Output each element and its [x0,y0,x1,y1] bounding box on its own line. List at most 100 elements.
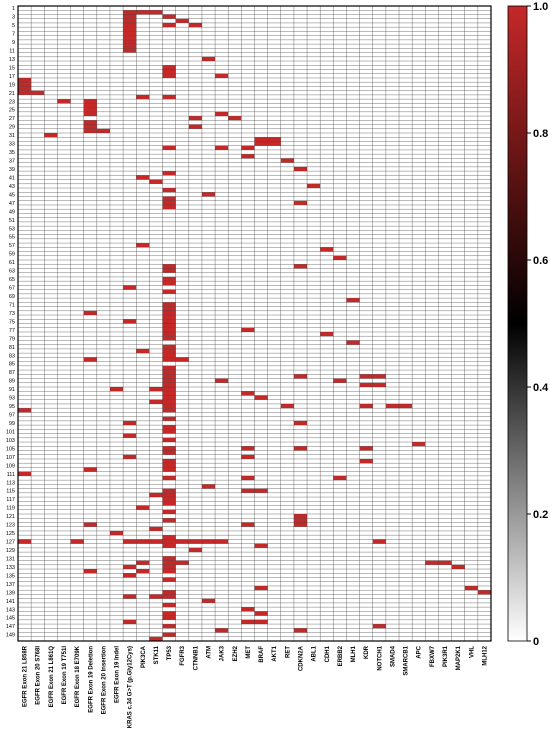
row-tick-label: 23 [9,99,15,105]
heatmap-cell-142-12 [162,602,176,608]
heatmap-cell-127-11 [149,539,163,544]
row-tick-label: 13 [9,57,15,63]
row-tick-label: 7 [12,32,15,38]
heatmap-cell-92-12 [162,391,176,396]
row-tick-label: 31 [9,133,15,139]
heatmap-cell-75-12 [162,319,176,324]
heatmap-cell-81-12 [162,344,176,349]
row-tick-label: 107 [6,455,15,461]
heatmap-cell-140-9 [123,594,137,599]
row-tick-label: 33 [9,142,15,148]
heatmap-cell-136-12 [162,577,176,582]
heatmap-cell-143-18 [241,607,255,612]
heatmap-cell-94-11 [149,399,163,404]
row-tick-label: 79 [9,336,15,342]
row-tick-label: 37 [9,159,15,165]
heatmap-cell-101-12 [162,429,176,434]
heatmap-cell-92-18 [241,391,255,396]
row-tick-label: 131 [6,556,15,562]
heatmap-cell-96-12 [162,408,176,413]
heatmap-cell-26-6 [83,111,97,117]
heatmap-cell-112-12 [162,475,176,481]
column-label: TP53 [167,645,173,660]
row-tick-label: 125 [6,531,15,537]
heatmap-cell-80-26 [346,340,360,345]
row-tick-label: 93 [9,396,15,402]
heatmap-cell-20-1 [18,86,32,91]
heatmap-cell-127-5 [70,539,84,544]
column-label: ATM [207,646,213,659]
heatmap-cell-95-27 [359,403,373,409]
column-label: MLH12 [482,645,488,665]
heatmap-cell-89-25 [333,378,347,383]
row-tick-label: 103 [6,438,15,444]
heatmap-cell-129-14 [188,547,202,553]
column-label: ERBB2 [338,645,344,666]
heatmap-cell-84-13 [175,357,189,362]
heatmap-cell-5-14 [188,22,202,28]
column-label: EGFR Exon 19 Deletion [88,646,94,713]
row-tick-label: 49 [9,209,15,215]
heatmap-cell-84-12 [162,357,176,362]
heatmap-cell-27-17 [228,116,242,121]
heatmap-cell-13-15 [201,56,216,62]
heatmap-cell-91-11 [149,387,163,392]
heatmap-cell-88-12 [162,374,176,379]
heatmap-cell-73-6 [83,310,97,316]
heatmap-cell-23-6 [83,99,97,104]
heatmap-cell-33-20 [267,141,281,146]
heatmap-cell-105-18 [241,446,255,451]
colorbar-ticks: 0 0.2 0.4 0.6 0.8 1.0 [527,1,549,648]
heatmap-cell-79-12 [162,336,176,341]
row-tick-label: 129 [6,548,15,554]
heatmap-cell-109-12 [162,463,176,468]
heatmap-cell-108-27 [359,458,373,464]
heatmap-cell-78-24 [320,331,334,337]
row-tick-label: 53 [9,226,15,232]
heatmap-cell-75-9 [123,319,137,324]
column-label: RET [285,646,291,658]
heatmap-cell-145-12 [162,615,176,620]
column-label: EGFR Exon 21 L858R [23,645,29,707]
row-tick-label: 25 [9,108,15,114]
heatmap-cell-25-6 [83,107,97,112]
heatmap-cell-44-12 [162,188,176,193]
heatmap-cell-118-12 [162,501,176,506]
heatmap-cell-126-12 [162,535,176,540]
row-tick-label: 111 [7,472,15,478]
heatmap-cell-91-12 [162,387,176,392]
heatmap-cell-138-35 [464,585,478,591]
heatmap-cell-132-10 [136,560,150,565]
heatmap-cell-47-22 [293,200,308,205]
heatmap-cell-74-12 [162,315,176,320]
heatmap-cell-106-12 [162,450,176,455]
heatmap-cell-22-12 [162,94,176,100]
heatmap-cell-99-9 [123,420,137,426]
heatmap-cell-148-22 [293,628,308,633]
row-tick-label: 67 [9,286,15,292]
heatmap-cell-131-12 [162,556,176,561]
column-label: SMARCB1 [404,645,410,675]
row-tick-label: 97 [9,413,15,419]
heatmap-cell-94-12 [162,399,176,404]
heatmap-cell-98-12 [162,416,176,421]
row-tick-label: 55 [9,235,15,241]
heatmap-cell-105-27 [359,446,373,451]
heatmap-cell-32-19 [254,137,268,142]
heatmap-cell-89-12 [162,378,176,383]
heatmap-cell-90-27 [359,382,373,387]
heatmap-cell-138-19 [254,585,268,591]
heatmap-cell-134-10 [136,569,150,574]
row-tick-label: 135 [6,573,15,579]
heatmap-cell-112-25 [333,475,347,481]
colorbar-tick-label: 0.2 [533,509,548,521]
row-tick-label: 143 [6,607,15,613]
column-label: EGFR Exon 18 E709K [75,645,81,707]
heatmap-cell-104-31 [412,442,426,447]
column-label: EGFR Exon 19 T751I [62,646,68,705]
column-label: FGFR3 [180,645,186,665]
heatmap-cell-110-12 [162,467,176,472]
heatmap-cell-82-10 [136,348,150,354]
heatmap-cell-110-6 [83,467,97,472]
